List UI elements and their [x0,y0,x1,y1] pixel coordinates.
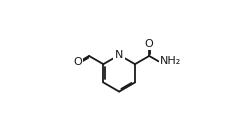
Text: O: O [145,39,154,49]
Text: O: O [73,57,82,67]
Text: N: N [115,50,123,60]
Text: NH₂: NH₂ [160,56,181,66]
